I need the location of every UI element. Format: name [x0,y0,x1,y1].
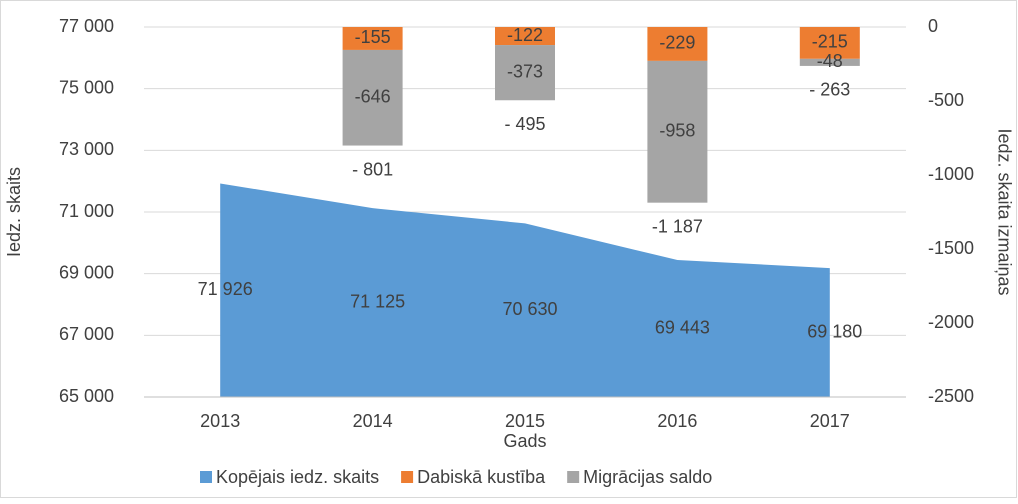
y2-tick-label: -2000 [928,312,974,332]
area [220,183,830,397]
data-label: -155 [355,27,391,47]
data-label: 70 630 [502,299,557,319]
bar-segment [647,60,708,203]
total-label: - 801 [352,159,393,179]
x-tick-label: 2013 [200,411,240,431]
x-axis-title: Gads [503,431,546,451]
data-label: -373 [507,61,543,81]
y2-tick-label: 0 [928,16,938,36]
legend-label: Kopējais iedz. skaits [216,467,379,487]
x-tick-label: 2014 [353,411,393,431]
total-label: - 495 [504,114,545,134]
legend-swatch [567,471,580,483]
y-tick-label: 75 000 [59,77,114,97]
data-label: -215 [812,32,848,52]
legend-label: Migrācijas saldo [583,467,712,487]
data-label: -958 [659,121,695,141]
y-tick-label: 73 000 [59,139,114,159]
data-label: -646 [355,86,391,106]
data-label: 71 125 [350,291,405,311]
legend-label: Dabiskā kustība [417,467,546,487]
bar-segment [342,27,403,50]
data-label: 69 180 [807,321,862,341]
bar-segment [647,27,708,61]
y-tick-label: 65 000 [59,386,114,406]
y2-tick-label: -500 [928,90,964,110]
bar-segment [799,27,860,59]
y-tick-label: 77 000 [59,16,114,36]
data-label: -229 [659,33,695,53]
data-label: 71 926 [198,279,253,299]
bar-segment [342,49,403,146]
y2-tick-label: -1000 [928,164,974,184]
y2-tick-label: -1500 [928,238,974,258]
x-tick-label: 2016 [657,411,697,431]
y-axis-title: Iedz. skaits [4,167,24,257]
bar-segment [495,27,555,46]
y2-tick-label: -2500 [928,386,974,406]
total-label: - 263 [809,80,850,100]
x-tick-label: 2015 [505,411,545,431]
data-label: -48 [817,51,843,71]
y-tick-label: 69 000 [59,262,114,282]
data-label: -122 [507,25,543,45]
y-tick-label: 71 000 [59,201,114,221]
bar-segment [495,45,555,101]
legend-swatch [401,471,414,483]
x-tick-label: 2017 [810,411,850,431]
bar-segment [799,58,860,66]
legend-swatch [200,471,212,483]
data-label: 69 443 [655,317,710,337]
y2-axis-title: Iedz. skaita izmaiņas [994,128,1014,295]
total-label: -1 187 [652,216,703,236]
y-tick-label: 67 000 [59,324,114,344]
